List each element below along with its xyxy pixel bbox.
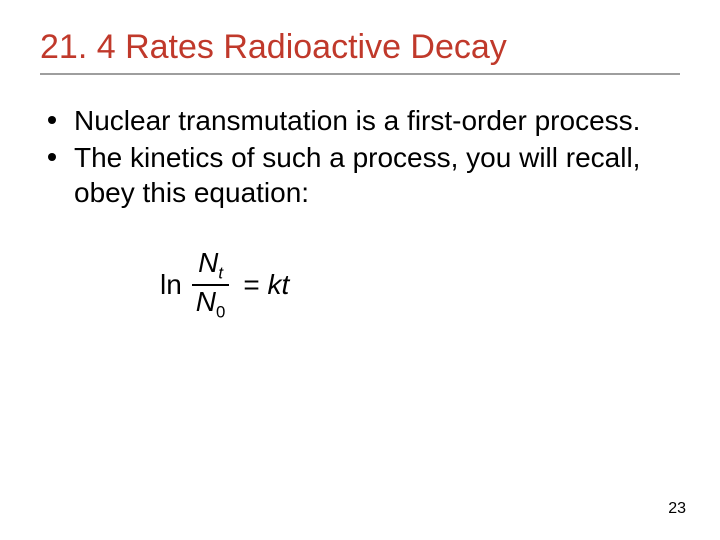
- equation-numerator: Nt: [194, 248, 227, 283]
- slide: 21. 4 Rates Radioactive Decay Nuclear tr…: [0, 0, 720, 540]
- equation-sub-0: 0: [216, 303, 225, 322]
- equation-N-top: N: [198, 247, 218, 278]
- equation-N-bottom: N: [196, 286, 216, 317]
- bullet-item: Nuclear transmutation is a first-order p…: [40, 103, 680, 138]
- equation-t: t: [282, 269, 290, 300]
- equation-fraction: Nt N0: [192, 248, 230, 322]
- bullet-dot-icon: [48, 116, 56, 124]
- page-number: 23: [668, 500, 686, 518]
- bullet-text: Nuclear transmutation is a first-order p…: [74, 103, 680, 138]
- slide-title: 21. 4 Rates Radioactive Decay: [40, 28, 680, 75]
- equation: ln Nt N0 = kt: [160, 248, 680, 322]
- bullet-item: The kinetics of such a process, you will…: [40, 140, 680, 210]
- bullet-dot-icon: [48, 153, 56, 161]
- bullet-text: The kinetics of such a process, you will…: [74, 140, 680, 210]
- equation-k: k: [268, 269, 282, 300]
- equation-equals: =: [243, 269, 267, 300]
- bullet-list: Nuclear transmutation is a first-order p…: [40, 103, 680, 210]
- equation-denominator: N0: [192, 287, 230, 322]
- equation-ln: ln: [160, 269, 182, 301]
- equation-sub-t: t: [218, 264, 223, 283]
- equation-rhs: = kt: [243, 269, 289, 301]
